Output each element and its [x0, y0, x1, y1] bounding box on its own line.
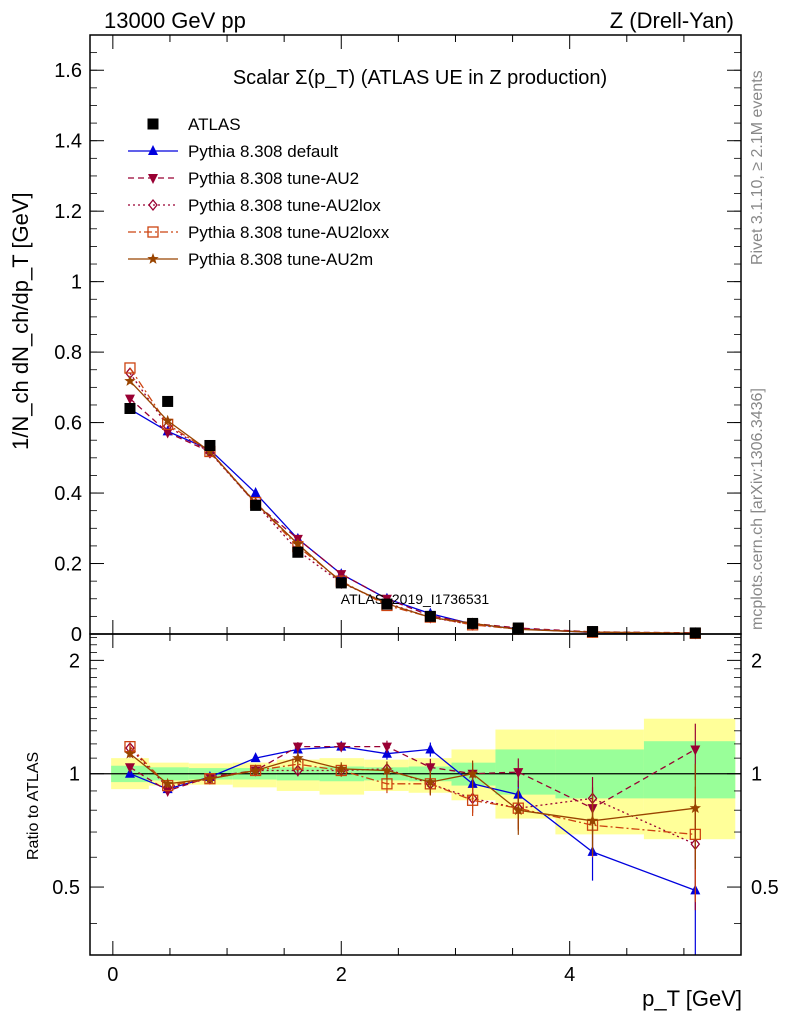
- ratio-point-1: [124, 763, 135, 774]
- ratio-tick-label-right: 1: [751, 764, 762, 786]
- y-tick-label: 1.6: [54, 60, 82, 82]
- legend-marker-3: [148, 198, 158, 212]
- ratio-frame: [89, 633, 742, 956]
- legend-marker-1: [148, 145, 158, 155]
- ratio-tick-label: 2: [69, 650, 80, 672]
- rivet-label: Rivet 3.1.10, ≥ 2.1M events: [749, 70, 766, 265]
- legend-label-1: Pythia 8.308 default: [188, 142, 339, 161]
- legend-marker-0: [147, 118, 159, 130]
- atlas-point: [292, 546, 304, 558]
- header-left: 13000 GeV pp: [104, 8, 246, 33]
- ratio-tick-label: 1: [69, 764, 80, 786]
- y-tick-label: 1: [71, 272, 82, 294]
- legend-label-3: Pythia 8.308 tune-AU2lox: [188, 196, 381, 215]
- legend-label-2: Pythia 8.308 tune-AU2: [188, 169, 359, 188]
- x-axis-label: p_T [GeV]: [642, 986, 742, 1011]
- ratio-point-4: [204, 772, 216, 784]
- ratio-point-4: [292, 752, 304, 763]
- y-tick-label: 0.8: [54, 342, 82, 364]
- ratio-panel: 0 2 4 0.5 0.5 1 1 2 2 Ratio to ATLAS p_T [GeV]: [25, 633, 779, 1011]
- ratio-point-4: [335, 762, 347, 774]
- ratio-point-1: [425, 763, 436, 774]
- watermark: ATLAS_2019_I1736531: [341, 591, 490, 607]
- ratio-plot-area: [90, 718, 741, 955]
- series-line-4: [129, 380, 696, 634]
- ratio-point-1: [381, 742, 392, 753]
- ratio-point-0: [425, 743, 436, 754]
- atlas-point: [381, 598, 393, 610]
- atlas-point: [162, 395, 174, 407]
- atlas-point: [587, 626, 599, 638]
- atlas-point: [204, 439, 216, 451]
- ratio-point-1: [513, 768, 524, 779]
- ratio-band-stat: [495, 749, 556, 795]
- ratio-point-4: [586, 814, 599, 826]
- ratio-band-stat: [643, 741, 736, 799]
- ratio-point-4: [512, 804, 524, 816]
- series-point-1: [336, 570, 347, 581]
- ratio-tick-label-right: 2: [751, 650, 762, 672]
- series-line-1: [129, 398, 696, 634]
- y-tick-label: 1.2: [54, 201, 82, 223]
- ratio-point-0: [250, 752, 261, 763]
- series-point-4: [292, 538, 304, 549]
- y-tick-label: 0.2: [54, 554, 82, 576]
- ratio-point-4: [249, 764, 262, 776]
- series-point-0: [250, 487, 261, 498]
- legend-marker-4: [147, 226, 159, 238]
- series-point-1: [162, 428, 173, 439]
- series-point-1: [124, 394, 135, 405]
- ratio-point-1: [690, 745, 701, 756]
- legend-label-5: Pythia 8.308 tune-AU2m: [188, 250, 373, 269]
- main-panel: ATLAS_2019_I1736531 Scalar Σ(p_T) (ATLAS…: [8, 34, 742, 646]
- x-tick-label: 2: [336, 964, 347, 986]
- ratio-tick-label-right: 0.5: [751, 877, 779, 899]
- legend-label-0: ATLAS: [188, 115, 241, 134]
- ratio-point-3: [466, 794, 479, 806]
- legend-label-4: Pythia 8.308 tune-AU2loxx: [188, 223, 390, 242]
- y-tick-label: 0: [71, 624, 82, 646]
- atlas-point: [124, 402, 136, 414]
- ratio-point-4: [689, 802, 701, 813]
- ratio-tick-label: 0.5: [52, 877, 80, 899]
- chart-title-text: Scalar Σ(p_T) (ATLAS UE in Z production): [233, 67, 607, 89]
- atlas-point: [335, 577, 347, 589]
- atlas-point: [689, 627, 701, 639]
- ratio-point-4: [124, 747, 136, 759]
- ratio-point-4: [381, 764, 393, 776]
- y-tick-label: 1.4: [54, 131, 82, 153]
- legend-marker-2: [148, 174, 158, 184]
- y-tick-label: 0.4: [54, 483, 82, 505]
- atlas-point: [512, 622, 524, 634]
- x-tick-label: 0: [107, 964, 118, 986]
- header-right: Z (Drell-Yan): [610, 8, 734, 33]
- main-axes: 0 0.2 0.4 0.6 0.8 1 1.2 1.4 1.6: [54, 34, 742, 646]
- ratio-axes: 0 2 4 0.5 0.5 1 1 2 2: [52, 634, 779, 986]
- ratio-point-4: [162, 777, 174, 789]
- y-tick-label: 0.6: [54, 413, 82, 435]
- ratio-y-label: Ratio to ATLAS: [25, 752, 42, 860]
- chart-title: Scalar Σ(p_T) (ATLAS UE in Z production): [233, 67, 607, 89]
- series-point-4: [124, 375, 136, 386]
- atlas-point: [424, 610, 436, 622]
- atlas-point: [250, 499, 262, 511]
- atlas-point: [467, 617, 479, 629]
- series-point-3: [124, 362, 136, 374]
- mcplots-label: mcplots.cern.ch [arXiv:1306.3436]: [749, 388, 766, 630]
- y-axis-label: 1/N_ch dN_ch/dp_T [GeV]: [8, 192, 33, 450]
- x-tick-label: 4: [564, 964, 575, 986]
- ratio-line-4: [129, 753, 696, 822]
- ratio-point-1: [292, 742, 303, 753]
- legend: ATLAS Pythia 8.308 default Pythia 8.308 tu…: [128, 115, 390, 269]
- legend-marker-5: [147, 253, 159, 264]
- series-point-4: [162, 414, 174, 426]
- ratio-point-4: [424, 776, 437, 787]
- main-plot-area: [124, 362, 701, 640]
- ratio-point-4: [466, 767, 479, 779]
- ratio-point-1: [336, 742, 347, 753]
